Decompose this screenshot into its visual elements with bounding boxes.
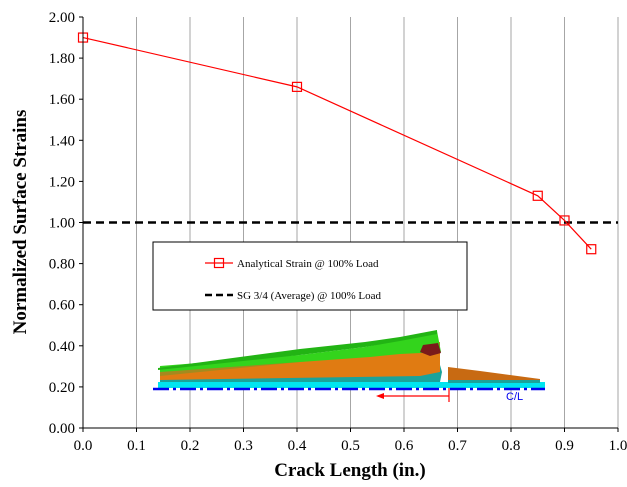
y-tick-label: 1.20 xyxy=(49,174,75,190)
series-analytical-line xyxy=(82,36,592,250)
y-tick-label: 0.40 xyxy=(49,339,75,355)
inset-crack-tip xyxy=(420,343,441,356)
inset-arrow-head xyxy=(376,393,384,399)
inset-right-piece xyxy=(448,367,540,383)
x-tick-label: 0.4 xyxy=(288,438,307,454)
legend-marker-analytical xyxy=(213,257,225,269)
series-layer xyxy=(77,32,618,255)
inset-cl-label: C/L xyxy=(506,391,523,403)
x-tick-label: 0.6 xyxy=(395,438,414,454)
inset-right-piece-teal xyxy=(448,380,540,383)
x-tick-label: 0.0 xyxy=(74,438,93,454)
y-tick-label: 1.00 xyxy=(49,216,75,232)
series-analytical-point xyxy=(559,215,570,226)
series-analytical-point xyxy=(291,81,303,92)
legend-label-analytical: Analytical Strain @ 100% Load xyxy=(237,258,379,270)
y-tick-label: 0.60 xyxy=(49,298,75,314)
y-tick-label: 1.80 xyxy=(49,51,75,67)
x-tick-label: 1.0 xyxy=(609,438,627,454)
y-axis-title: Normalized Surface Strains xyxy=(10,110,31,335)
x-tick-label: 0.2 xyxy=(181,438,200,454)
legend: Analytical Strain @ 100% Load SG 3/4 (Av… xyxy=(152,241,468,311)
x-axis-title: Crack Length (in.) xyxy=(274,460,425,481)
crack-inset-figure: C/L xyxy=(153,330,545,403)
x-tick-label: 0.1 xyxy=(127,438,146,454)
y-tick-label: 1.40 xyxy=(49,133,75,149)
x-tick-label: 0.9 xyxy=(555,438,574,454)
x-tick-label: 0.7 xyxy=(448,438,467,454)
inset-layer-green-top xyxy=(158,330,437,370)
series-analytical-point xyxy=(586,244,597,255)
x-tick-label: 0.3 xyxy=(234,438,253,454)
y-tick-label: 0.00 xyxy=(49,421,75,437)
y-tick-label: 1.60 xyxy=(49,92,75,108)
y-tick-label: 0.80 xyxy=(49,257,75,273)
legend-frame xyxy=(152,241,468,311)
axes-layer: 0.0 0.1 0.2 0.3 0.4 0.5 0.6 0.7 0.8 0.9 1.0 0.00 0.2… xyxy=(49,10,627,454)
y-tick-label: 2.00 xyxy=(49,10,75,26)
x-tick-label: 0.5 xyxy=(341,438,360,454)
legend-label-sg: SG 3/4 (Average) @ 100% Load xyxy=(237,290,382,302)
series-analytical-point xyxy=(532,190,543,201)
x-tick-label: 0.8 xyxy=(502,438,521,454)
y-tick-label: 0.20 xyxy=(49,380,75,396)
inset-base-cyan xyxy=(158,382,545,388)
